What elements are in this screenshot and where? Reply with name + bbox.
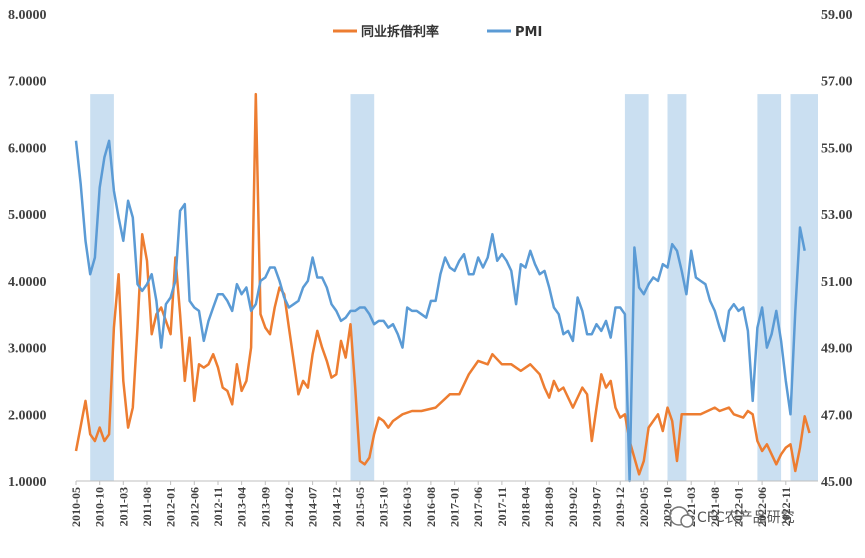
x-tick-label: 2012-01 bbox=[164, 487, 178, 527]
x-tick-label: 2015-05 bbox=[353, 487, 367, 527]
shaded-periods bbox=[90, 94, 818, 481]
left-tick-label: 6.0000 bbox=[8, 141, 47, 156]
x-tick-label: 2015-10 bbox=[377, 487, 391, 527]
x-tick-label: 2022-11 bbox=[779, 487, 793, 526]
x-tick-label: 2014-12 bbox=[329, 487, 343, 527]
series-line-1 bbox=[74, 139, 806, 483]
x-tick-label: 2022-06 bbox=[755, 487, 769, 527]
x-tick-label: 2010-10 bbox=[93, 487, 107, 527]
x-tick-label: 2017-11 bbox=[495, 487, 509, 526]
x-tick-label: 2022-01 bbox=[732, 487, 746, 527]
x-axis-ticks: 2010-05 2010-10 2011-03 2011-08 2012-01 2012-… bbox=[69, 481, 793, 527]
legend-label-pmi: PMI bbox=[515, 25, 542, 40]
left-tick-label: 2.0000 bbox=[8, 408, 47, 423]
left-tick-label: 1.0000 bbox=[8, 475, 47, 490]
x-tick-label: 2012-06 bbox=[187, 487, 201, 527]
right-axis-ticks: 45.00 47.00 49.00 51.00 53.00 55.00 57.00 59.00 bbox=[821, 8, 853, 490]
right-tick-label: 59.00 bbox=[821, 8, 853, 23]
x-tick-label: 2013-09 bbox=[258, 487, 272, 527]
legend-label-rate: 同业拆借利率 bbox=[361, 24, 439, 40]
series-line-0 bbox=[74, 92, 811, 476]
x-tick-label: 2020-05 bbox=[637, 487, 651, 527]
x-tick-label: 2018-09 bbox=[542, 487, 556, 527]
shaded-period-4 bbox=[757, 94, 782, 481]
right-tick-label: 51.00 bbox=[821, 275, 853, 290]
series-lines bbox=[74, 92, 811, 483]
wechat-icon-inner bbox=[680, 514, 694, 528]
x-tick-label: 2021-08 bbox=[708, 487, 722, 527]
x-tick-label: 2014-02 bbox=[282, 487, 296, 527]
shaded-period-0 bbox=[90, 94, 114, 481]
right-tick-label: 57.00 bbox=[821, 75, 853, 90]
x-tick-label: 2012-11 bbox=[211, 487, 225, 526]
x-tick-label: 2011-03 bbox=[116, 487, 130, 526]
x-tick-label: 2014-07 bbox=[306, 487, 320, 527]
x-tick-label: 2016-03 bbox=[400, 487, 414, 527]
x-tick-label: 2011-08 bbox=[140, 487, 154, 526]
watermark: CFC农产品研究 bbox=[669, 506, 795, 528]
x-tick-label: 2019-02 bbox=[566, 487, 580, 527]
x-tick-label: 2017-06 bbox=[471, 487, 485, 527]
x-tick-label: 2013-04 bbox=[235, 487, 249, 527]
x-tick-label: 2019-07 bbox=[590, 487, 604, 527]
left-axis-ticks: 1.0000 2.0000 3.0000 4.0000 5.0000 6.0000 7.00… bbox=[8, 8, 47, 490]
x-tick-label: 2019-12 bbox=[613, 487, 627, 527]
watermark-text: CFC农产品研究 bbox=[697, 510, 795, 526]
right-tick-label: 53.00 bbox=[821, 208, 853, 223]
left-tick-label: 8.0000 bbox=[8, 8, 47, 23]
shaded-period-3 bbox=[667, 94, 687, 481]
left-tick-label: 5.0000 bbox=[8, 208, 47, 223]
right-tick-label: 47.00 bbox=[821, 408, 853, 423]
shaded-period-1 bbox=[350, 94, 375, 481]
x-tick-label: 2010-05 bbox=[69, 487, 83, 527]
left-tick-label: 7.0000 bbox=[8, 75, 47, 90]
left-tick-label: 3.0000 bbox=[8, 342, 47, 357]
legend: 同业拆借利率 PMI bbox=[333, 24, 542, 40]
right-tick-label: 45.00 bbox=[821, 475, 853, 490]
x-tick-label: 2016-08 bbox=[424, 487, 438, 527]
x-tick-label: 2018-04 bbox=[519, 487, 533, 527]
left-tick-label: 4.0000 bbox=[8, 275, 47, 290]
right-tick-label: 55.00 bbox=[821, 141, 853, 156]
x-tick-label: 2020-10 bbox=[661, 487, 675, 527]
right-tick-label: 49.00 bbox=[821, 342, 853, 357]
x-tick-label: 2017-01 bbox=[448, 487, 462, 527]
